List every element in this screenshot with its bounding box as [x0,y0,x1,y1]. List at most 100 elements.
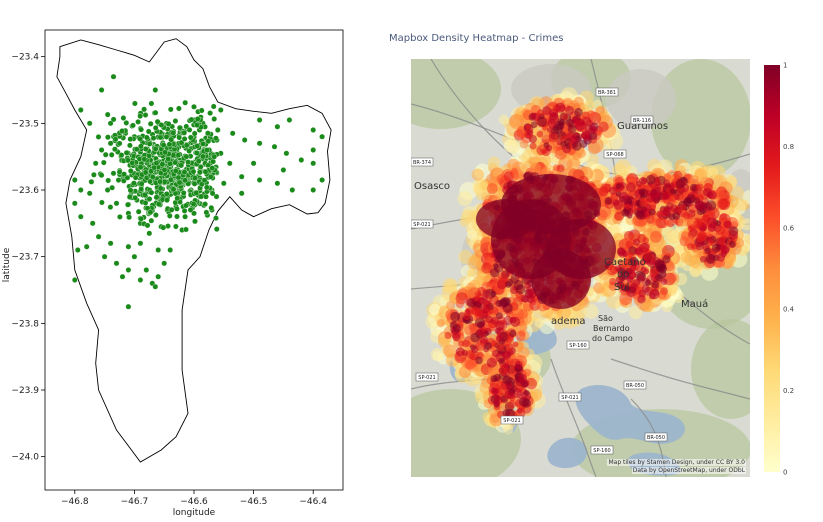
data-point [190,168,197,175]
data-point [167,106,174,113]
data-point [192,218,198,225]
data-point [178,139,185,146]
density-heatmap-map[interactable]: Osasco Guarulhos Caetano do Sul Mauá São Bernar… [411,59,750,477]
data-point [148,100,155,107]
data-point [146,196,153,202]
data-point [194,116,201,122]
data-point [160,142,167,148]
place-label: Sul [614,282,629,293]
heat-spot [574,107,583,117]
data-point [124,174,131,181]
road [550,358,597,477]
data-point [210,158,216,165]
x-tick-label: −46.4 [299,497,327,507]
colorbar-gradient [764,65,780,472]
road-shield-box [558,392,582,402]
data-point [209,165,216,171]
data-point [271,143,278,150]
heat-spot [523,368,532,377]
data-point [207,110,213,116]
data-point [153,160,160,167]
heat-spot [630,264,637,271]
data-point [190,201,197,207]
heat-spot [565,105,575,115]
road-shield-label: BR-050 [647,435,665,441]
data-point [125,243,132,250]
heat-spot [526,294,535,303]
road-shield-label: BR-381 [598,90,616,96]
data-point [170,129,177,136]
data-point [150,135,157,141]
road-shield-label: BR-116 [633,118,651,124]
terrain-patch [411,59,501,129]
data-point [274,123,281,130]
data-point [71,277,78,283]
heat-spot [628,229,641,242]
heat-spot [650,231,662,243]
data-point [77,107,84,113]
heat-spot [604,197,612,205]
data-point [168,176,174,183]
data-point [137,240,144,247]
heat-spot [507,400,517,409]
data-point [217,107,224,113]
road-shield-label: SP-021 [561,395,578,401]
heat-spot [571,116,579,124]
heat-spot [662,193,670,201]
road-shield-box [415,372,439,382]
data-point [256,117,263,123]
heat-spot [477,297,485,305]
heat-spot [668,193,677,202]
heat-spot [587,110,596,119]
heat-spot [455,347,465,357]
heat-spot [537,116,547,127]
data-point [112,136,119,143]
data-point [146,230,153,237]
heat-spot [689,175,700,185]
data-point [71,200,78,207]
heat-spot [490,290,497,298]
heat-spot [503,315,513,326]
data-point [181,129,188,136]
data-point [186,127,193,133]
heat-spot [618,260,625,267]
data-point [124,157,131,164]
road-shield: BR-050 [623,380,647,390]
heat-spot [609,277,617,286]
heat-spot [431,347,445,362]
density-heatmap-layer [425,87,750,435]
heat-spot [492,388,499,395]
data-point [319,177,325,183]
data-point [142,169,149,176]
heat-spot [560,113,569,121]
heat-spot [705,253,716,264]
road [610,358,750,400]
data-point [107,204,114,210]
data-point [165,156,172,162]
data-point [191,130,198,137]
x-tick-label: −46.7 [121,497,149,507]
data-point [146,141,153,147]
data-point [95,134,102,140]
heat-spot [680,203,687,211]
data-point [229,130,236,137]
data-point [178,162,185,169]
y-tick-label: −23.6 [11,186,39,196]
data-point [123,149,130,156]
data-point [113,200,120,207]
heat-spot [675,179,685,189]
heat-spot [559,119,566,126]
data-point [187,207,194,213]
data-point [162,149,168,156]
road-shield: BR-116 [630,115,654,125]
heat-spot [673,170,683,180]
heat-spot [705,200,717,211]
heat-spot [502,409,510,417]
heat-spot [525,123,532,130]
heat-spot [548,113,559,124]
heat-spot [425,313,442,330]
heat-spot [618,273,626,281]
data-point [205,138,212,145]
heat-spot [662,255,671,264]
heat-spot [569,135,578,144]
